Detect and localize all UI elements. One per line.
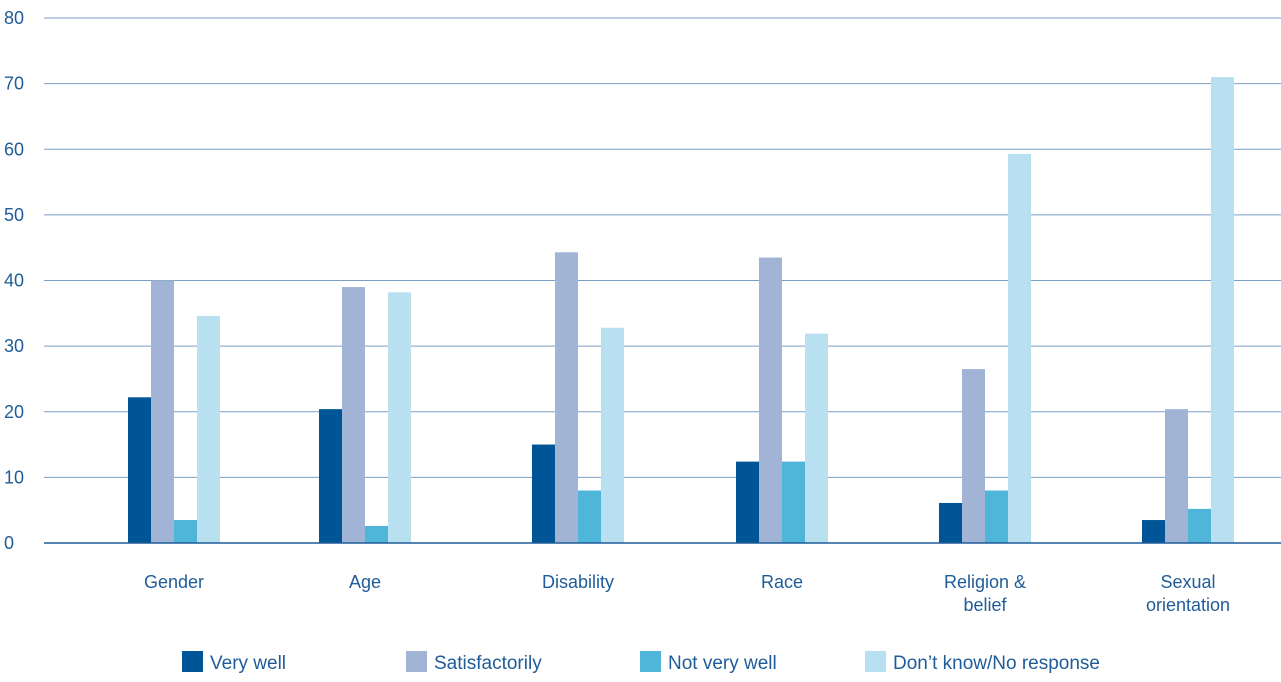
y-tick-label: 60 xyxy=(4,139,24,159)
bar xyxy=(759,257,782,543)
bar xyxy=(601,327,624,543)
bar xyxy=(365,525,388,543)
legend-label: Very well xyxy=(210,653,286,674)
category-labels: Gender Age Disability Race Religion & belief S… xyxy=(144,572,1230,615)
legend-swatch xyxy=(182,651,203,672)
y-tick-label: 10 xyxy=(4,467,24,487)
bar xyxy=(1188,508,1211,543)
bar xyxy=(555,252,578,543)
legend-label: Not very well xyxy=(668,653,777,674)
y-axis-ticks: 0 10 20 30 40 50 60 70 80 xyxy=(4,8,24,553)
gridlines xyxy=(44,17,1281,478)
y-tick-label: 50 xyxy=(4,205,24,225)
category-label: belief xyxy=(963,595,1007,615)
legend-label: Satisfactorily xyxy=(434,653,542,674)
category-label: orientation xyxy=(1146,595,1230,615)
bar xyxy=(736,461,759,543)
bar xyxy=(578,490,601,543)
category-label: Religion & xyxy=(944,572,1026,592)
bar xyxy=(805,333,828,543)
y-tick-label: 20 xyxy=(4,402,24,422)
bar xyxy=(151,280,174,543)
legend-swatch xyxy=(640,651,661,672)
legend: Very well Satisfactorily Not very well Don’… xyxy=(182,651,1100,674)
legend-label: Don’t know/No response xyxy=(893,653,1100,674)
bar xyxy=(197,315,220,543)
bar xyxy=(782,461,805,543)
bar xyxy=(939,502,962,543)
bar xyxy=(1008,153,1031,543)
y-tick-label: 80 xyxy=(4,8,24,28)
y-tick-label: 40 xyxy=(4,271,24,291)
category-label: Sexual xyxy=(1160,572,1215,592)
y-tick-label: 30 xyxy=(4,336,24,356)
bar xyxy=(388,292,411,543)
bar xyxy=(342,287,365,543)
bars xyxy=(128,77,1234,543)
legend-swatch xyxy=(406,651,427,672)
legend-swatch xyxy=(865,651,886,672)
bar xyxy=(1165,409,1188,543)
bar xyxy=(985,490,1008,543)
bar xyxy=(128,397,151,543)
bar xyxy=(174,520,197,543)
bar xyxy=(532,444,555,543)
y-tick-label: 0 xyxy=(4,533,14,553)
category-label: Race xyxy=(761,572,803,592)
bar xyxy=(962,369,985,543)
y-tick-label: 70 xyxy=(4,74,24,94)
category-label: Age xyxy=(349,572,381,592)
category-label: Gender xyxy=(144,572,204,592)
bar xyxy=(1142,520,1165,543)
bar xyxy=(1211,77,1234,543)
category-label: Disability xyxy=(542,572,614,592)
bar xyxy=(319,409,342,543)
